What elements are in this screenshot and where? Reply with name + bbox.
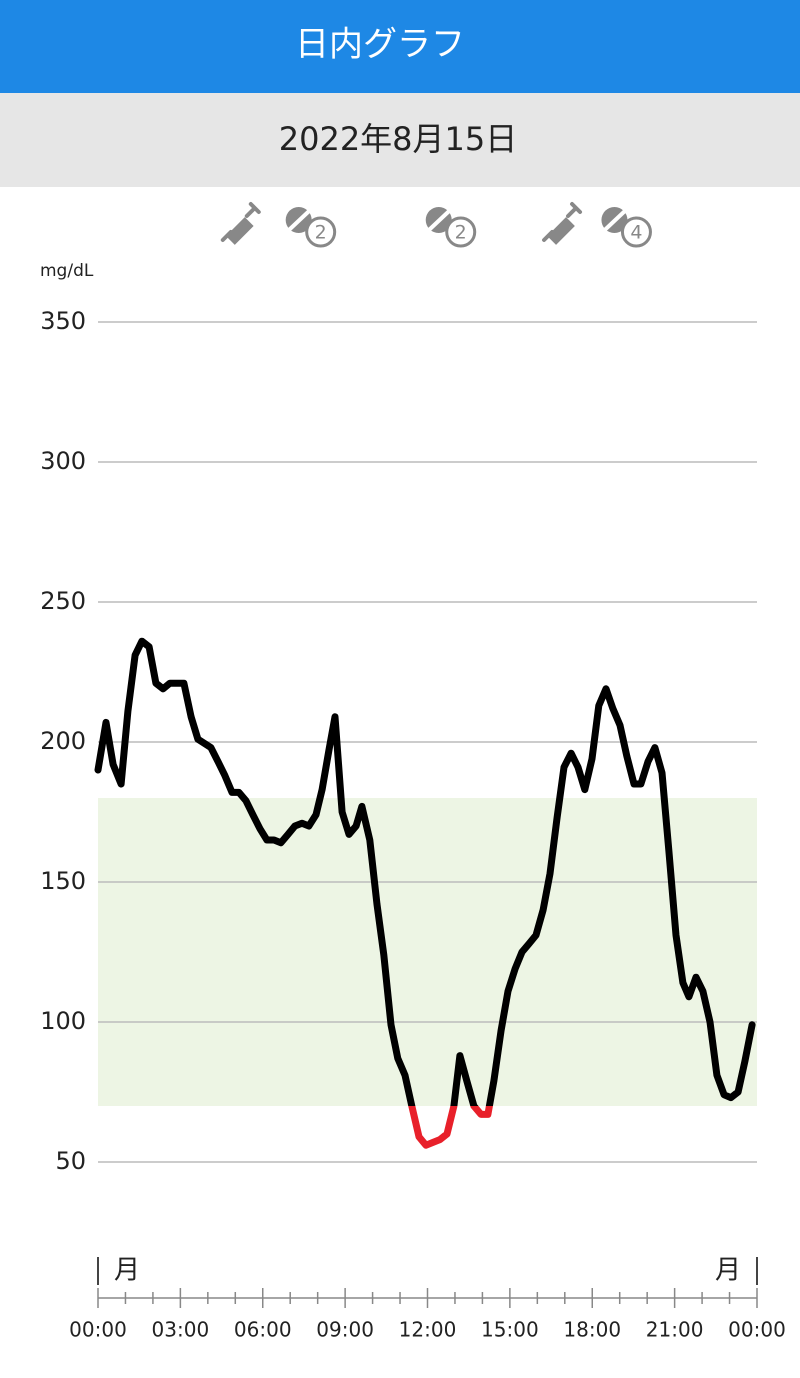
meal-icon: 2 (283, 200, 337, 248)
meal-count-ring (305, 216, 337, 248)
x-tick-label: 21:00 (646, 1318, 704, 1342)
y-tick-label: 250 (40, 587, 86, 615)
y-tick-label: 50 (55, 1147, 86, 1175)
meal-count-ring (620, 216, 652, 248)
y-tick-label: 350 (40, 307, 86, 335)
meal-icon: 4 (599, 200, 652, 248)
day-label: 月 (715, 1256, 741, 1286)
day-label: 月 (114, 1256, 140, 1286)
page-title: 日内グラフ (295, 25, 465, 65)
meal-count-ring (445, 216, 477, 248)
y-tick-label: 100 (40, 1007, 86, 1035)
x-tick-label: 15:00 (481, 1318, 539, 1342)
x-tick-label: 00:00 (728, 1318, 786, 1342)
x-tick-label: 09:00 (316, 1318, 374, 1342)
meal-slash (423, 200, 461, 236)
insulin-icon (220, 202, 261, 245)
insulin-icon (542, 202, 583, 245)
y-tick-label: 150 (40, 867, 86, 895)
y-tick-label: 200 (40, 727, 86, 755)
meal-icon: 2 (423, 200, 477, 248)
x-tick-label: 06:00 (234, 1318, 292, 1342)
y-tick-label: 300 (40, 447, 86, 475)
glucose-line (94, 637, 756, 1149)
y-axis-unit: mg/dL (40, 261, 94, 281)
target-range (98, 798, 757, 1106)
x-tick-label: 12:00 (399, 1318, 457, 1342)
x-tick-label: 00:00 (69, 1318, 127, 1342)
date: 2022年8月15日 (279, 120, 518, 158)
header-bar (0, 0, 800, 93)
syringe (220, 202, 261, 245)
date-bar (0, 93, 800, 187)
meal-count: 2 (315, 222, 327, 244)
meal-count: 4 (630, 222, 642, 244)
syringe (542, 202, 583, 245)
meal-slash (283, 200, 321, 236)
x-tick-label: 03:00 (152, 1318, 210, 1342)
meal-count: 2 (455, 222, 467, 244)
meal-slash (599, 200, 636, 236)
x-tick-label: 18:00 (563, 1318, 621, 1342)
